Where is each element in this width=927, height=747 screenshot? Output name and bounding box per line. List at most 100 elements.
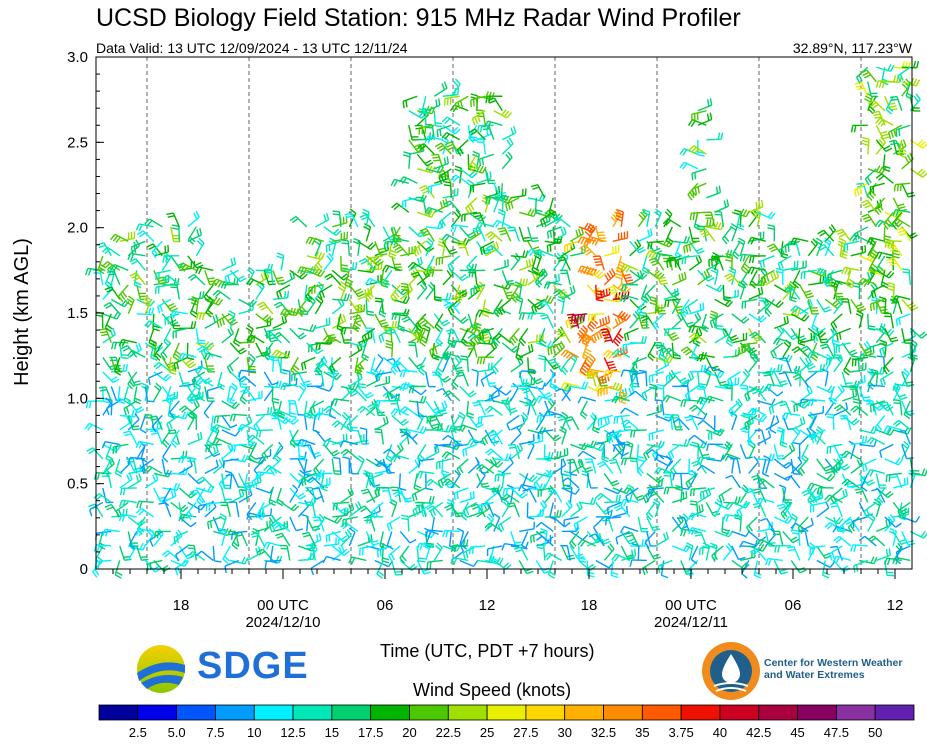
wind-barb-flag xyxy=(723,296,731,299)
wind-barb-flag xyxy=(364,334,369,342)
wind-barb-flag xyxy=(380,321,388,326)
wind-barb-flag xyxy=(337,299,343,307)
wind-barb-flag xyxy=(434,142,442,148)
wind-barb-shaft xyxy=(490,231,503,242)
wind-barb-shaft xyxy=(671,317,684,329)
wind-barb-shaft xyxy=(521,484,537,489)
wind-barb-flag xyxy=(366,310,374,314)
wind-barb-shaft xyxy=(187,366,203,373)
wind-barb-flag xyxy=(502,501,509,508)
wind-barb-flag xyxy=(248,365,256,368)
wind-barb-flag xyxy=(260,273,265,281)
wind-barb-flag xyxy=(312,324,317,332)
wind-barb-flag xyxy=(698,383,706,386)
wind-barb-flag xyxy=(696,464,703,471)
wind-barb-shaft xyxy=(527,357,530,373)
wind-barb-flag xyxy=(271,381,279,386)
wind-barb-shaft xyxy=(571,416,580,431)
wind-barb-shaft xyxy=(442,194,458,199)
wind-barb-flag xyxy=(471,270,474,278)
wind-barb-flag xyxy=(453,493,457,501)
wind-barb-flag xyxy=(615,273,623,277)
wind-barb-flag xyxy=(516,427,522,434)
wind-barb-flag xyxy=(176,362,180,370)
wind-barb-flag xyxy=(699,492,702,500)
wind-barb-shaft xyxy=(504,542,520,547)
wind-barb-shaft xyxy=(272,321,287,329)
wind-barb-flag xyxy=(581,246,588,252)
wind-barb-flag xyxy=(386,393,391,401)
wind-barb-flag xyxy=(131,260,139,265)
wind-barb-flag xyxy=(470,392,477,398)
wind-barb-flag xyxy=(402,101,405,109)
wind-barb-flag xyxy=(656,383,664,387)
wind-barb-flag xyxy=(170,442,177,448)
wind-barb-flag xyxy=(169,311,174,319)
wind-barb-flag xyxy=(268,501,276,507)
wind-barb-flag xyxy=(665,531,670,539)
wind-barb-flag xyxy=(442,390,450,396)
wind-barb-shaft xyxy=(315,323,330,330)
wind-barb-shaft xyxy=(599,255,605,271)
wind-barb-shaft xyxy=(510,362,524,373)
wind-barb-shaft xyxy=(446,131,461,141)
wind-barb-flag xyxy=(425,269,429,277)
wind-barb-shaft xyxy=(113,270,121,286)
wind-barb-flag xyxy=(672,336,680,342)
wind-barb-flag xyxy=(245,327,253,333)
wind-barb-flag xyxy=(439,201,443,209)
wind-barb-flag xyxy=(435,544,442,551)
wind-barb-shaft xyxy=(498,333,512,344)
wind-barb-flag xyxy=(441,116,448,123)
wind-barb-flag xyxy=(115,472,122,478)
wind-barb-flag xyxy=(139,501,143,509)
wind-barb-flag xyxy=(555,329,564,333)
wind-barb-flag xyxy=(366,394,374,399)
wind-barb-flag xyxy=(431,348,436,356)
wind-barb-flag xyxy=(317,295,324,302)
wind-barb-flag xyxy=(566,458,574,462)
wind-barb-flag xyxy=(216,416,220,424)
wind-barb-flag xyxy=(402,420,410,426)
wind-barb-flag xyxy=(544,455,552,459)
wind-barb-shaft xyxy=(326,555,341,562)
wind-barb-flag xyxy=(460,544,468,550)
wind-barb-flag xyxy=(641,317,650,322)
wind-barb-flag xyxy=(167,215,175,218)
wind-barb-flag xyxy=(706,443,709,452)
wind-barb-flag xyxy=(241,454,246,462)
wind-barb-flag xyxy=(428,165,433,173)
wind-barb-flag xyxy=(539,415,542,423)
wind-barb-flag xyxy=(463,509,467,517)
wind-barb-flag xyxy=(417,230,424,236)
wind-barb-flag xyxy=(710,310,718,315)
wind-barb-flag xyxy=(670,334,678,339)
wind-barb-flag xyxy=(177,566,181,574)
wind-barb-flag xyxy=(473,288,476,296)
wind-barb-flag xyxy=(344,531,350,538)
wind-barb-shaft xyxy=(442,273,454,286)
wind-barb-shaft xyxy=(417,444,427,458)
wind-barb-flag xyxy=(366,293,372,300)
wind-barb-flag xyxy=(549,347,553,355)
wind-barb-flag xyxy=(401,517,409,521)
wind-barb-flag xyxy=(684,415,692,419)
wind-barb-flag xyxy=(386,462,393,469)
wind-barb-shaft xyxy=(614,414,630,418)
wind-barb-shaft xyxy=(688,226,694,242)
wind-barb-flag xyxy=(590,335,595,344)
wind-barb-flag xyxy=(112,265,118,272)
wind-barb-flag xyxy=(257,546,262,554)
wind-barb-flag xyxy=(389,392,393,400)
wind-barb-flag xyxy=(136,500,140,509)
wind-barb-flag xyxy=(178,353,183,361)
wind-barb-flag xyxy=(275,303,283,309)
wind-barb-flag xyxy=(344,212,352,216)
wind-barb-shaft xyxy=(637,214,648,228)
wind-barb-flag xyxy=(428,209,433,217)
wind-barb-flag xyxy=(587,314,591,322)
wind-barb-flag xyxy=(189,394,195,401)
wind-barb-flag xyxy=(122,430,131,434)
wind-barb-flag xyxy=(358,258,366,263)
wind-barb-flag xyxy=(187,491,195,497)
